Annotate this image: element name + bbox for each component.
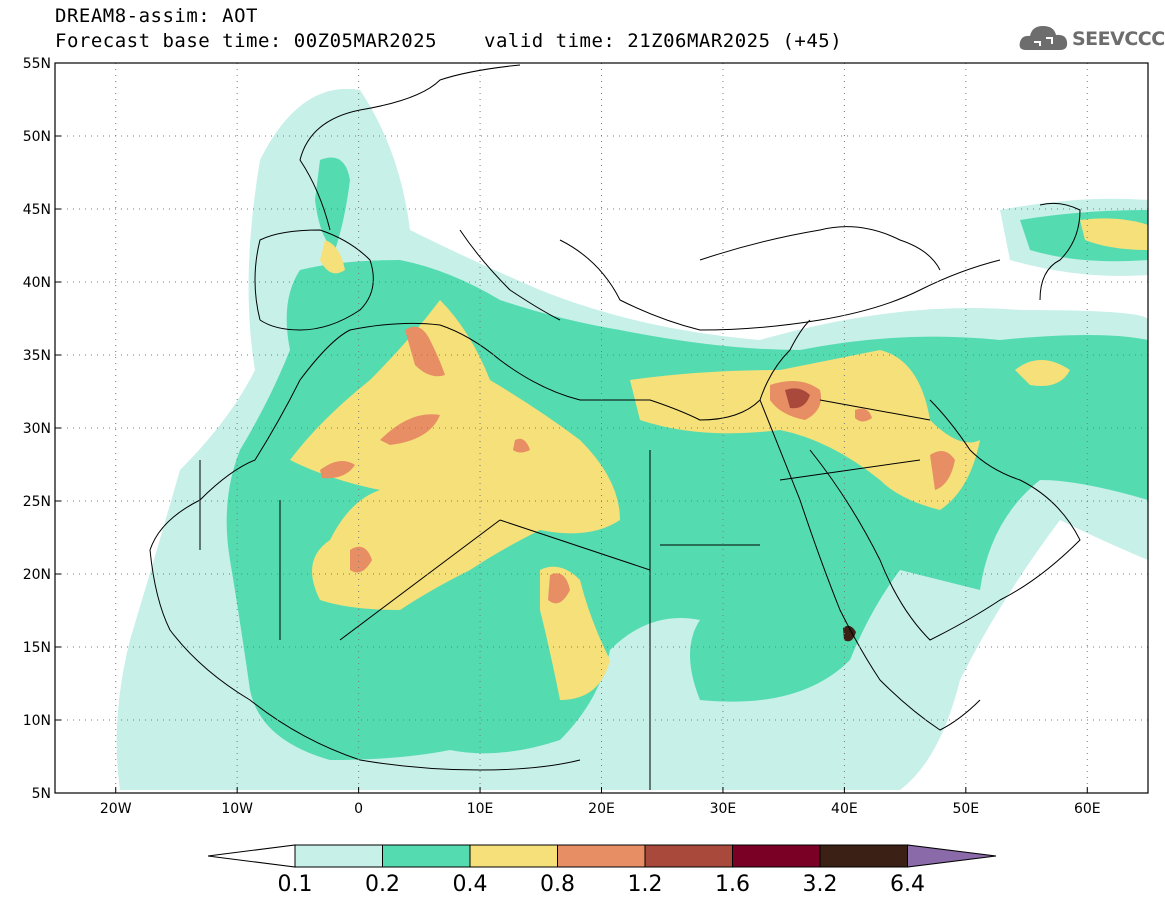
- italy-coast: [459, 229, 561, 321]
- colorbar-labels: 0.1 0.2 0.4 0.8 1.2 1.6 3.2 6.4: [278, 872, 926, 897]
- aot-band-3-2-afar: [843, 625, 856, 642]
- aot-band-0-8-mali: [350, 546, 372, 573]
- aot-band-0-8-libya: [513, 438, 530, 453]
- lat-label: 35N: [23, 348, 51, 364]
- colorbar-box: [294, 844, 383, 868]
- lat-label: 40N: [23, 275, 51, 291]
- caspian-coast: [1039, 202, 1081, 301]
- lat-label: 5N: [32, 786, 51, 802]
- lat-label: 20N: [23, 567, 51, 583]
- colorbar-arrow-high: [907, 844, 997, 868]
- map-gridlines: [55, 63, 1148, 793]
- valid-time: valid time: 21Z06MAR2025 (+45): [484, 30, 843, 52]
- colorbar-label: 6.4: [890, 872, 925, 897]
- colorbar-box: [557, 844, 646, 868]
- aot-band-0-8-wsahara: [320, 461, 355, 479]
- lon-label: 10E: [467, 801, 494, 817]
- france-coast: [299, 64, 521, 231]
- lon-label: 0: [354, 801, 363, 817]
- lon-label: 20W: [100, 801, 132, 817]
- lon-label: 20E: [588, 801, 615, 817]
- colorbar-box: [819, 844, 908, 868]
- aot-band-0-8-chad: [548, 573, 570, 604]
- colorbar-box: [382, 844, 471, 868]
- aot-band-0-4-sahara: [290, 300, 620, 610]
- aot-band-0-8-kuwait: [930, 451, 955, 490]
- west-africa-coast: [149, 549, 581, 771]
- aot-band-1-2-levant: [785, 388, 810, 409]
- aot-band-0-4-iran: [1015, 360, 1070, 386]
- colorbar-box: [644, 844, 733, 868]
- colorbar-arrow-low: [207, 844, 296, 868]
- aot-band-0-8-atlas: [405, 326, 445, 377]
- aot-band-0-8-iraq: [855, 408, 872, 422]
- aot-band-0-2-iberia: [315, 157, 350, 250]
- seevccc-logo: SEEVCCC: [1018, 20, 1165, 60]
- colorbar-label: 0.2: [365, 872, 400, 897]
- lon-label: 30E: [710, 801, 737, 817]
- lat-label: 25N: [23, 494, 51, 510]
- lon-label: 40E: [831, 801, 858, 817]
- map-title: DREAM8-assim: AOT: [55, 5, 258, 27]
- colorbar-box: [732, 844, 821, 868]
- lat-label: 50N: [23, 129, 51, 145]
- logo-text: SEEVCCC: [1072, 28, 1165, 50]
- black-sea-coast: [699, 226, 941, 271]
- balkans-turkey-coast: [559, 239, 1001, 331]
- latitude-labels: 55N 50N 45N 40N 35N 30N 25N 20N 15N 10N 5N: [23, 56, 51, 802]
- lat-label: 45N: [23, 202, 51, 218]
- lat-label: 15N: [23, 640, 51, 656]
- lat-label: 55N: [23, 56, 51, 72]
- colorbar-label: 0.4: [453, 872, 488, 897]
- colorbar-boxes: [207, 844, 997, 868]
- axis-ticks: [55, 62, 1088, 794]
- colorbar-label: 0.1: [278, 872, 313, 897]
- aot-band-0-4-caspian: [1080, 218, 1148, 250]
- colorbar-box: [469, 844, 558, 868]
- longitude-labels: 20W 10W 0 10E 20E 30E 40E 50E 60E: [100, 801, 1101, 817]
- cloud-icon: [1019, 26, 1068, 50]
- colorbar-label: 0.8: [540, 872, 575, 897]
- colorbar-label: 3.2: [803, 872, 838, 897]
- country-borders: [199, 399, 931, 790]
- colorbar-label: 1.2: [628, 872, 663, 897]
- aot-band-0-4-iberia: [320, 240, 345, 274]
- colorbar-label: 1.6: [715, 872, 750, 897]
- lon-label: 50E: [952, 801, 979, 817]
- aot-fields: [116, 88, 1148, 790]
- iberia-coast: [254, 229, 374, 331]
- lat-label: 30N: [23, 421, 51, 437]
- forecast-base-time: Forecast base time: 00Z05MAR2025: [55, 30, 438, 52]
- arabia-coast: [809, 399, 1081, 641]
- coastlines: [149, 64, 1081, 790]
- lon-label: 60E: [1074, 801, 1101, 817]
- aot-band-0-4-mideast: [630, 350, 980, 510]
- lon-label: 10W: [221, 801, 253, 817]
- lat-label: 10N: [23, 713, 51, 729]
- aot-band-0-8-algeria: [380, 414, 440, 445]
